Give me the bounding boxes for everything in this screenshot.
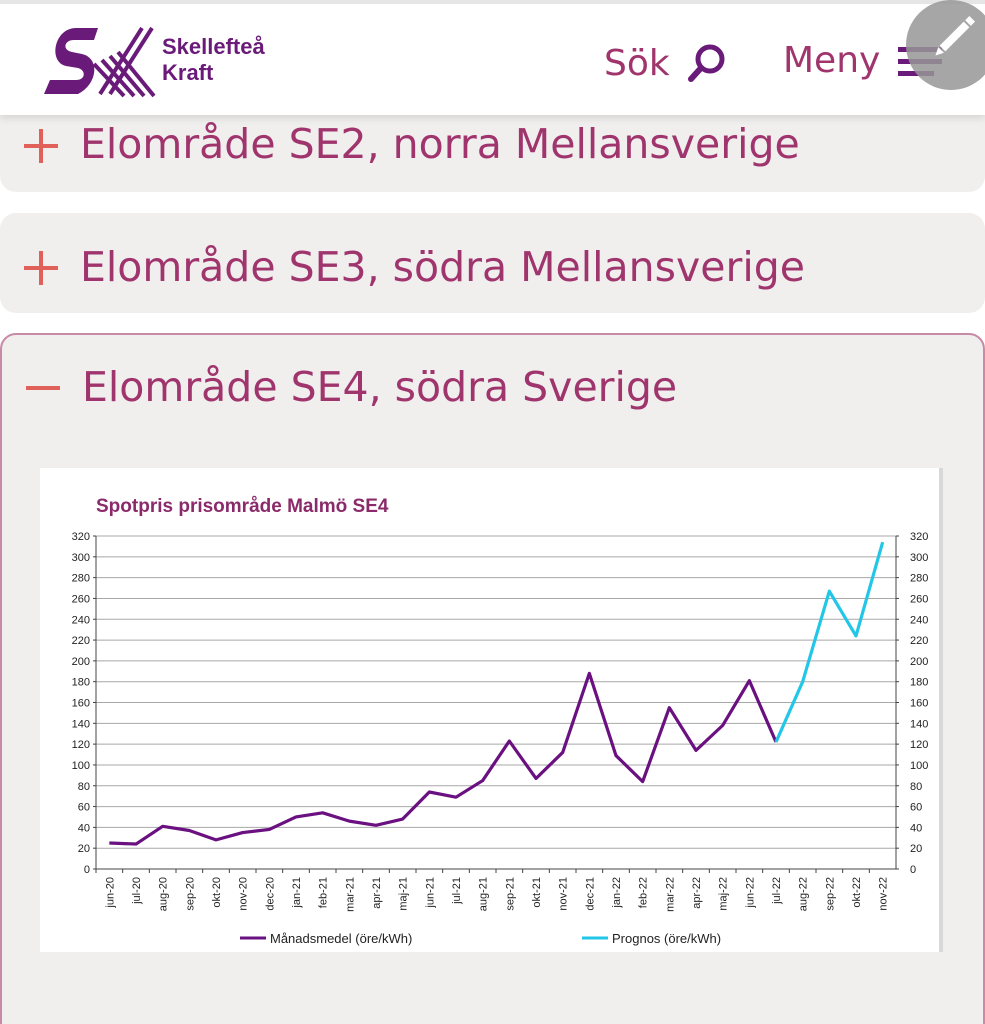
menu-label: Meny [783,40,881,81]
x-tick-label: jul-21 [451,877,463,905]
brand-line-1: Skellefteå [162,34,265,59]
minus-icon [26,386,60,390]
y-tick-label-left: 20 [78,843,90,855]
x-tick-label: jul-22 [771,877,783,905]
x-tick-label: mar-22 [664,877,676,912]
x-tick-label: feb-21 [318,877,330,908]
y-tick-label-right: 60 [910,802,922,814]
y-tick-label-right: 320 [910,531,928,543]
x-tick-label: maj-21 [398,877,410,911]
x-tick-label: jun-21 [424,877,436,909]
y-tick-label-left: 140 [72,718,90,730]
y-tick-label-left: 40 [78,822,90,834]
y-tick-label-left: 300 [72,552,90,564]
y-tick-label-left: 280 [72,573,90,585]
x-tick-label: aug-20 [158,877,170,911]
search-button[interactable]: Sök [604,42,728,84]
pencil-icon [935,15,976,56]
x-tick-label: jun-20 [104,877,116,909]
y-tick-label-left: 0 [84,864,90,876]
x-tick-label: feb-22 [638,877,650,908]
site-header: Skellefteå Kraft Sök Meny [0,0,985,115]
search-label: Sök [604,42,670,84]
y-tick-label-right: 20 [910,843,922,855]
y-tick-label-left: 260 [72,593,90,605]
y-tick-label-left: 320 [72,531,90,543]
x-tick-label: maj-22 [718,877,730,911]
x-tick-label: jan-21 [291,877,303,909]
accordion-title: Elområde SE3, södra Mellansverige [80,243,805,291]
x-tick-label: aug-21 [478,877,490,911]
x-tick-label: okt-20 [211,877,223,908]
x-tick-label: jul-20 [131,877,143,905]
x-tick-label: okt-22 [851,877,863,908]
y-tick-label-right: 140 [910,718,928,730]
y-tick-label-right: 240 [910,614,928,626]
x-tick-label: dec-21 [584,877,596,911]
y-tick-label-left: 120 [72,739,90,751]
y-tick-label-left: 80 [78,781,90,793]
x-tick-label: sep-20 [184,877,196,911]
x-tick-label: jan-22 [611,877,623,909]
y-tick-label-right: 40 [910,822,922,834]
chart-title: Spotpris prisområde Malmö SE4 [96,496,389,517]
y-tick-label-right: 80 [910,781,922,793]
x-tick-label: nov-20 [238,877,250,911]
x-tick-label: okt-21 [531,877,543,908]
accordion-se3[interactable]: Elområde SE3, södra Mellansverige [0,213,985,313]
y-tick-label-right: 120 [910,739,928,751]
x-tick-label: apr-22 [691,877,703,909]
y-tick-label-left: 220 [72,635,90,647]
series-line-actual [109,671,778,846]
x-tick-label: apr-21 [371,877,383,909]
x-tick-label: mar-21 [344,877,356,912]
y-tick-label-right: 180 [910,677,928,689]
brand-name[interactable]: Skellefteå Kraft [162,34,265,86]
legend-label: Prognos (öre/kWh) [612,931,721,946]
y-tick-label-right: 160 [910,698,928,710]
x-tick-label: sep-21 [504,877,516,911]
x-tick-label: jun-22 [744,877,756,909]
y-tick-label-right: 200 [910,656,928,668]
y-tick-label-right: 260 [910,593,928,605]
y-tick-label-right: 280 [910,573,928,585]
plus-icon [24,129,58,163]
y-tick-label-left: 100 [72,760,90,772]
y-tick-label-right: 300 [910,552,928,564]
x-tick-label: nov-22 [878,877,890,911]
y-tick-label-right: 100 [910,760,928,772]
y-tick-label-left: 240 [72,614,90,626]
y-tick-label-left: 200 [72,656,90,668]
y-tick-label-right: 0 [910,864,916,876]
x-tick-label: nov-21 [558,877,570,911]
skelleftea-kraft-logo[interactable] [38,24,158,100]
y-tick-label-left: 160 [72,698,90,710]
spot-price-chart: Spotpris prisområde Malmö SE4 0 0 20 20 40 40… [40,468,943,952]
accordion-title: Elområde SE4, södra Sverige [82,363,678,411]
edit-fab-button[interactable] [906,0,985,90]
accordion-se2[interactable]: Elområde SE2, norra Mellansverige [0,100,985,192]
x-tick-label: aug-22 [798,877,810,911]
y-tick-label-left: 60 [78,802,90,814]
x-tick-label: sep-22 [824,877,836,911]
x-tick-label: dec-20 [264,877,276,911]
y-tick-label-left: 180 [72,677,90,689]
brand-line-2: Kraft [162,60,214,85]
search-icon [687,44,725,82]
chart-canvas: Spotpris prisområde Malmö SE4 0 0 20 20 40 40… [72,496,929,946]
plus-icon [24,251,58,285]
y-tick-label-right: 220 [910,635,928,647]
legend-label: Månadsmedel (öre/kWh) [270,931,412,946]
series-line-forecast [774,541,885,743]
accordion-title: Elområde SE2, norra Mellansverige [80,120,800,168]
